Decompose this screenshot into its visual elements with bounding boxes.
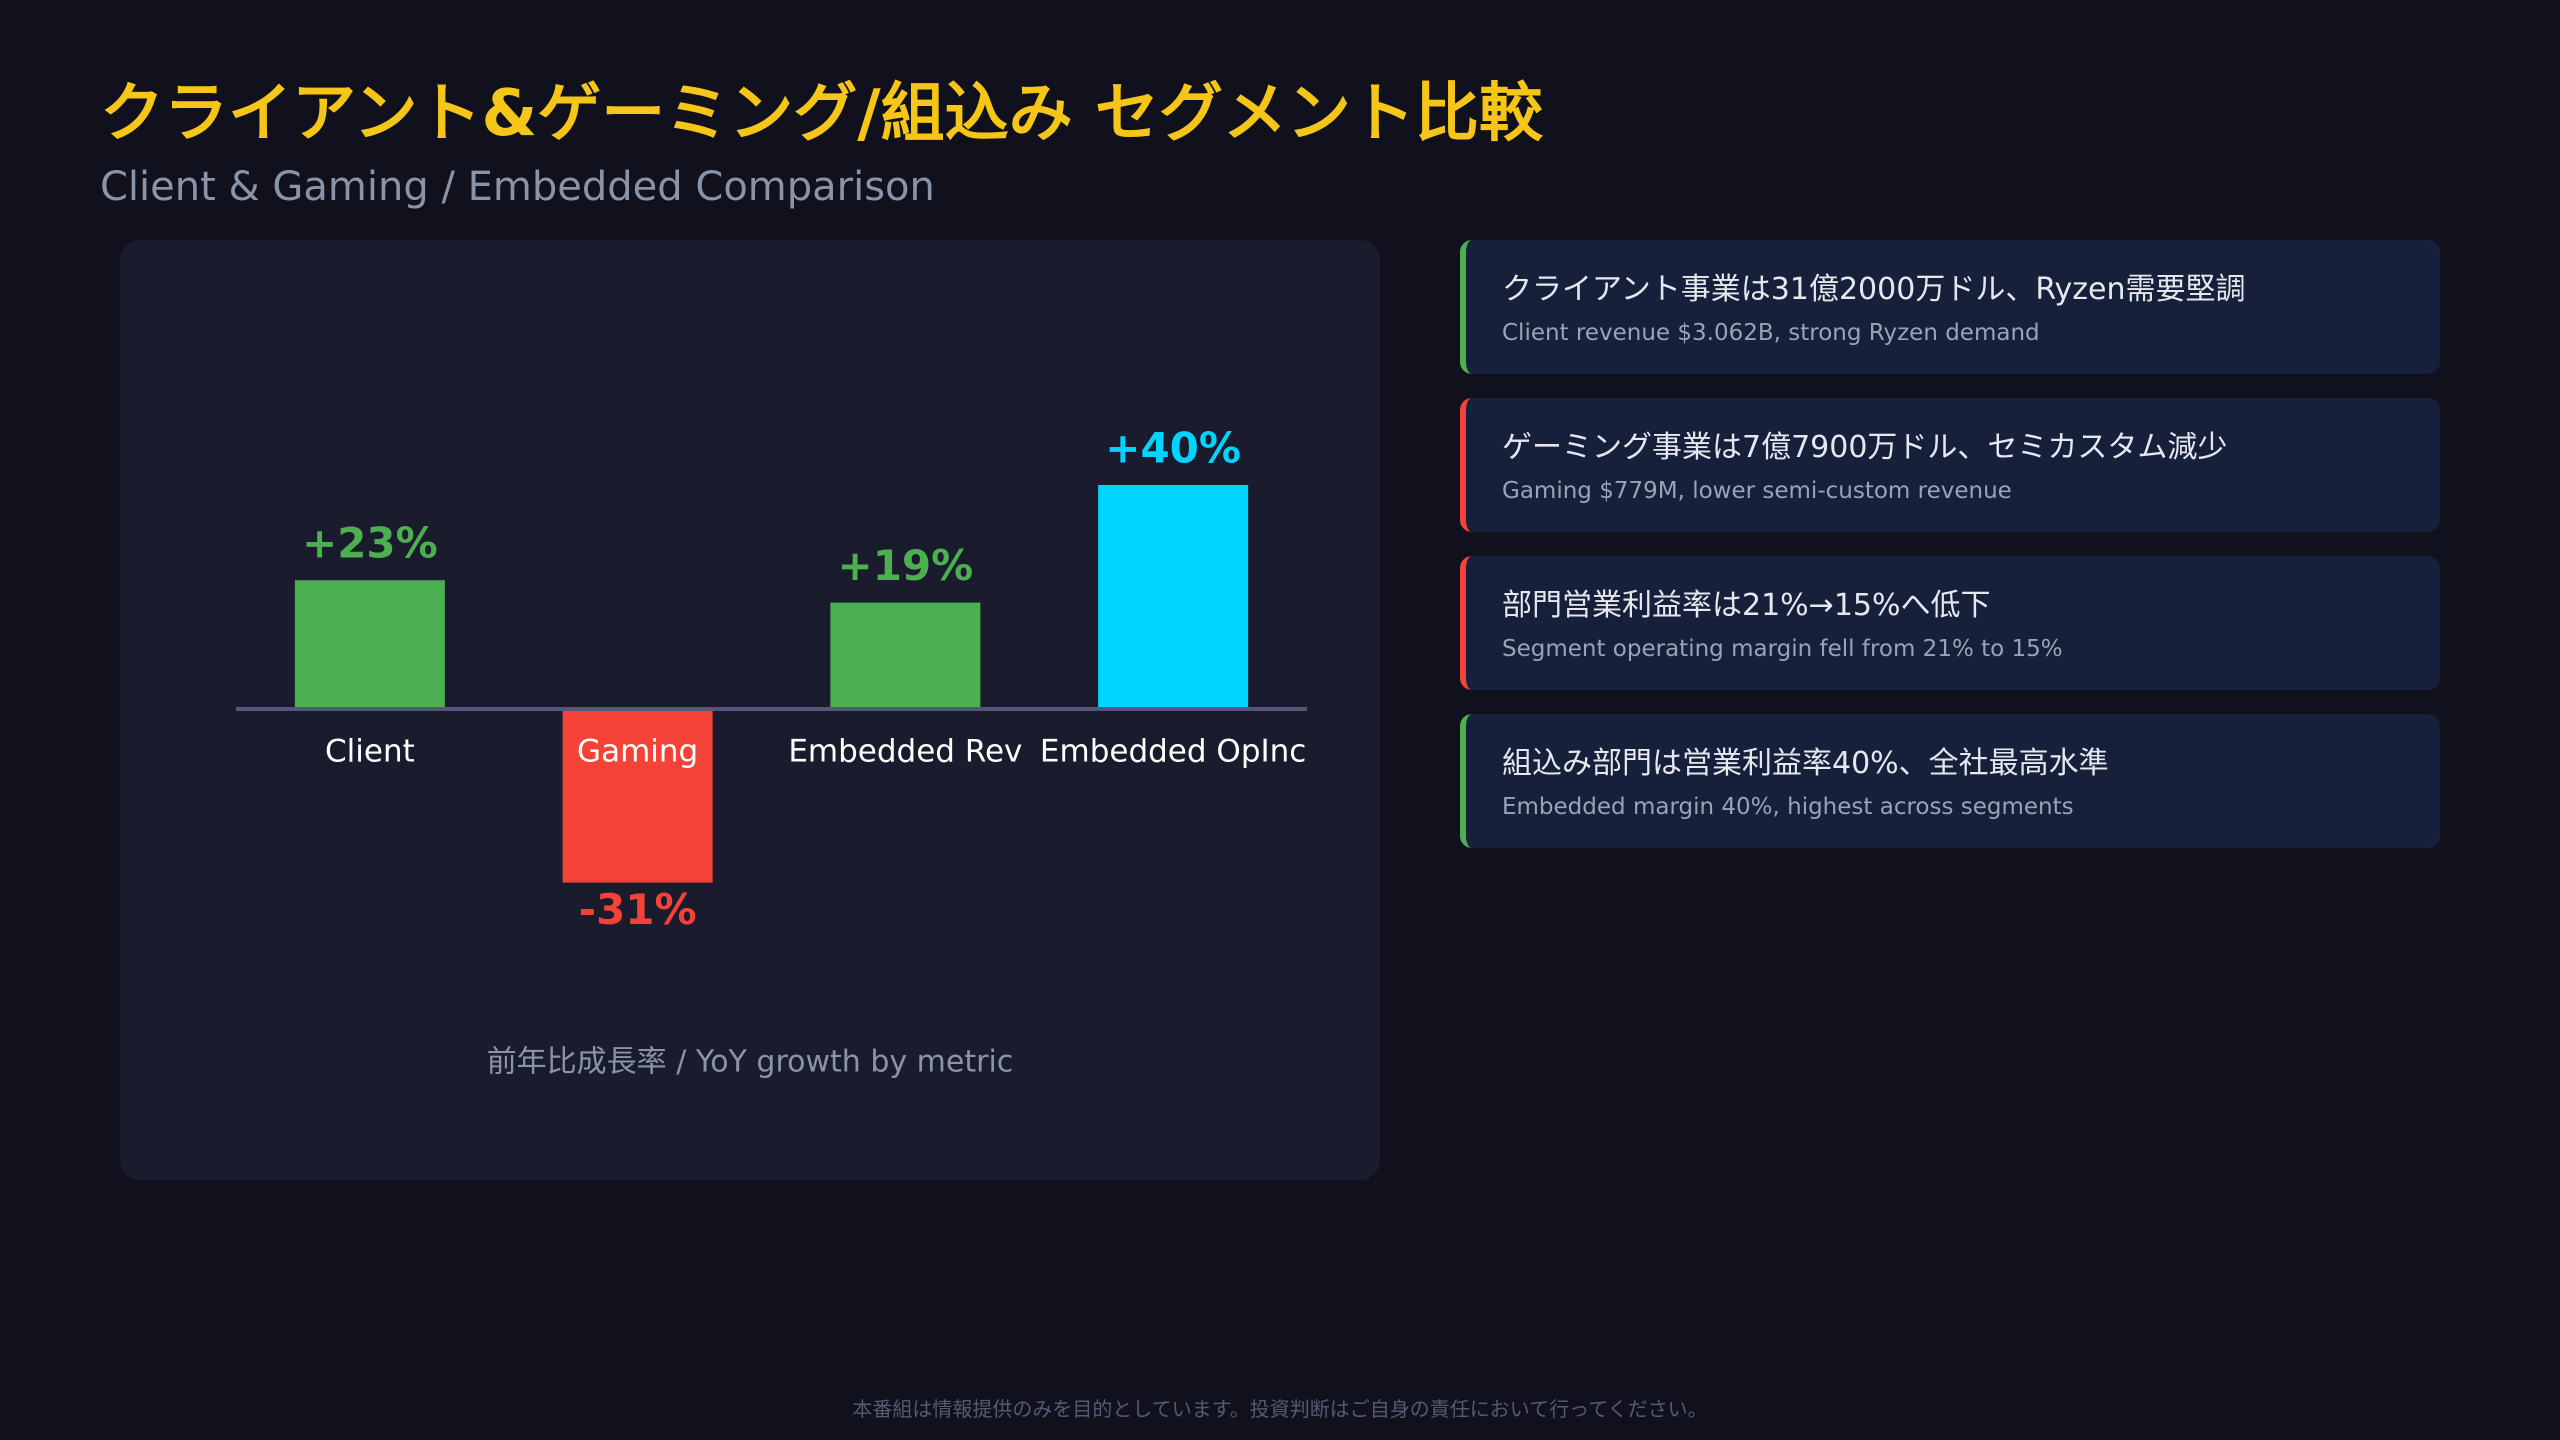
card-subtitle: Gaming $779M, lower semi-custom revenue [1502,478,2012,504]
value-label: -31% [579,885,697,934]
value-label: +19% [838,541,974,590]
value-label: +23% [302,519,438,568]
page-title: クライアント&ゲーミング/組込み セグメント比較 [100,77,1543,151]
insight-card: 部門営業利益率は21%→15%へ低下 Segment operating marg… [1460,556,2440,690]
bar [830,602,981,709]
card-title: ゲーミング事業は7億7900万ドル、セミカスタム減少 [1502,430,2228,465]
insight-card: 組込み部門は営業利益率40%、全社最高水準 Embedded margin 40%… [1460,714,2440,848]
x-tick-label: Embedded Rev [788,734,1022,770]
chart: 前年比成長率 / YoY growth by metric +23% Client… [236,424,1307,1080]
card-subtitle: Segment operating margin fell from 21% t… [1502,636,2063,662]
x-tick-label: Gaming [577,734,698,770]
card-title: 組込み部門は営業利益率40%、全社最高水準 [1502,746,2109,781]
chart-caption: 前年比成長率 / YoY growth by metric [487,1045,1014,1080]
value-label: +40% [1105,424,1241,473]
x-tick-label: Embedded OpInc [1040,734,1306,770]
insight-card: クライアント事業は31億2000万ドル、Ryzen需要堅調 Client reve… [1460,240,2440,374]
bar [294,580,445,709]
bar [1098,485,1249,709]
chart-panel: 前年比成長率 / YoY growth by metric +23% Client… [120,240,1380,1180]
card-subtitle: Embedded margin 40%, highest across segm… [1502,794,2074,820]
page-subtitle: Client & Gaming / Embedded Comparison [100,164,935,210]
insight-card: ゲーミング事業は7億7900万ドル、セミカスタム減少 Gaming $779M, … [1460,398,2440,532]
card-title: クライアント事業は31億2000万ドル、Ryzen需要堅調 [1502,272,2246,307]
x-tick-label: Client [325,734,415,770]
bar [562,709,713,883]
footer: 本番組は情報提供のみを目的としています。投資判断はご自身の責任において行ってくだ… [852,1397,1708,1421]
card-title: 部門営業利益率は21%→15%へ低下 [1502,588,1991,623]
card-subtitle: Client revenue $3.062B, strong Ryzen dem… [1502,320,2040,346]
